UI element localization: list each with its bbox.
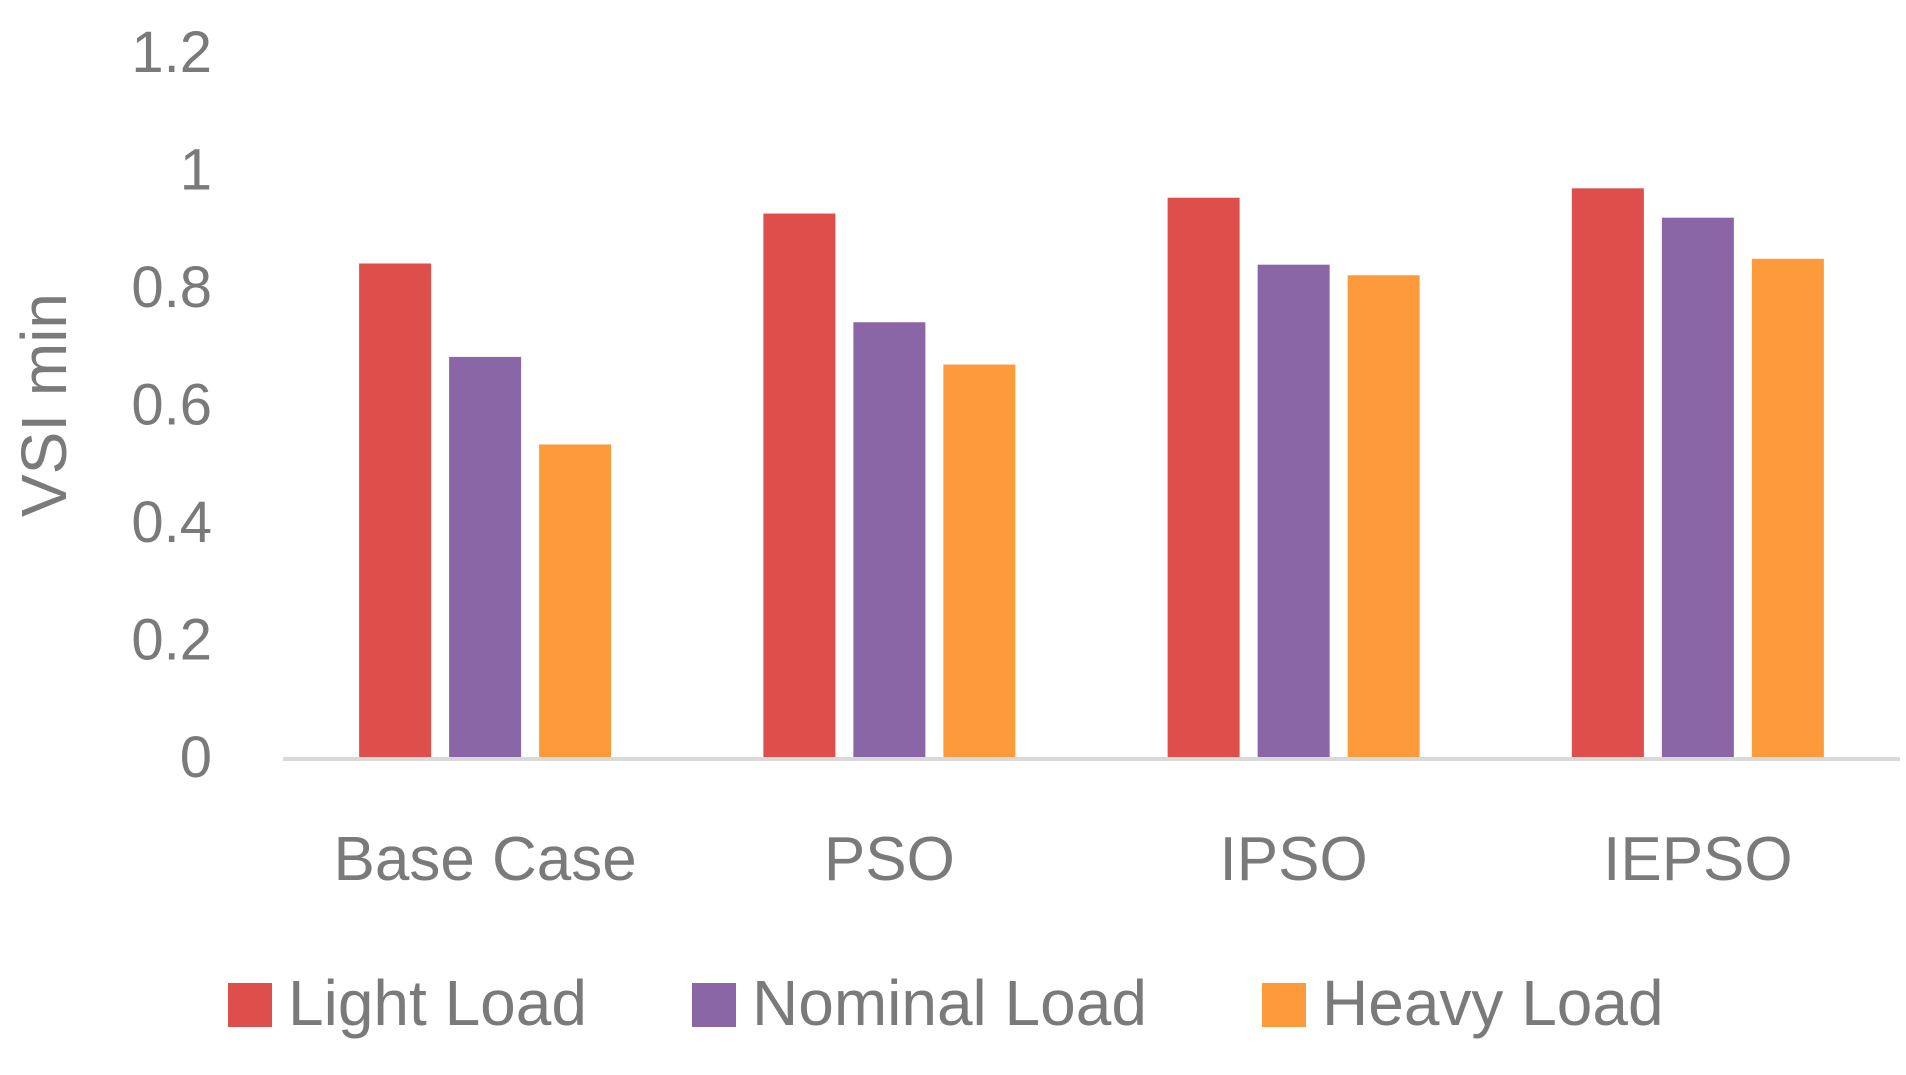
bar-heavy-load-base-case: [539, 444, 612, 757]
bar-nominal-load-ipso: [1257, 264, 1330, 757]
legend-label-light-load: Light Load: [288, 967, 587, 1039]
x-category-label: PSO: [824, 825, 955, 894]
legend: Light Load Nominal Load Heavy Load: [228, 967, 1664, 1039]
bar-light-load-pso: [763, 213, 836, 757]
legend-swatch-light-load: [228, 983, 272, 1027]
legend-swatch-nominal-load: [692, 983, 736, 1027]
legend-label-nominal-load: Nominal Load: [752, 967, 1147, 1039]
y-tick-label: 1.2: [131, 20, 212, 85]
bar-light-load-ipso: [1167, 197, 1240, 757]
y-tick-label: 0.8: [131, 255, 212, 320]
y-tick-label: 0: [180, 725, 212, 790]
legend-swatch-heavy-load: [1262, 983, 1306, 1027]
y-tick-label: 0.6: [131, 373, 212, 438]
x-category-label: IEPSO: [1603, 825, 1793, 894]
y-tick-label: 0.2: [131, 608, 212, 673]
bar-light-load-iepso: [1571, 188, 1644, 758]
bar-light-load-base-case: [359, 263, 432, 757]
bar-nominal-load-iepso: [1661, 217, 1734, 758]
y-tick-labels: 0 0.2 0.4 0.6 0.8 1 1.2: [131, 20, 212, 790]
legend-label-heavy-load: Heavy Load: [1322, 967, 1664, 1039]
bar-nominal-load-pso: [853, 322, 926, 757]
bar-heavy-load-pso: [943, 364, 1016, 757]
x-category-labels: Base Case PSO IPSO IEPSO: [333, 825, 1792, 894]
bars-layer: [359, 188, 1824, 758]
x-category-label: Base Case: [333, 825, 636, 894]
y-tick-label: 1: [180, 138, 212, 203]
y-tick-label: 0.4: [131, 490, 212, 555]
bar-heavy-load-ipso: [1347, 275, 1420, 757]
bar-nominal-load-base-case: [449, 356, 522, 757]
bar-heavy-load-iepso: [1751, 258, 1824, 757]
x-category-label: IPSO: [1220, 825, 1368, 894]
y-axis-title: VSI min: [8, 293, 80, 517]
